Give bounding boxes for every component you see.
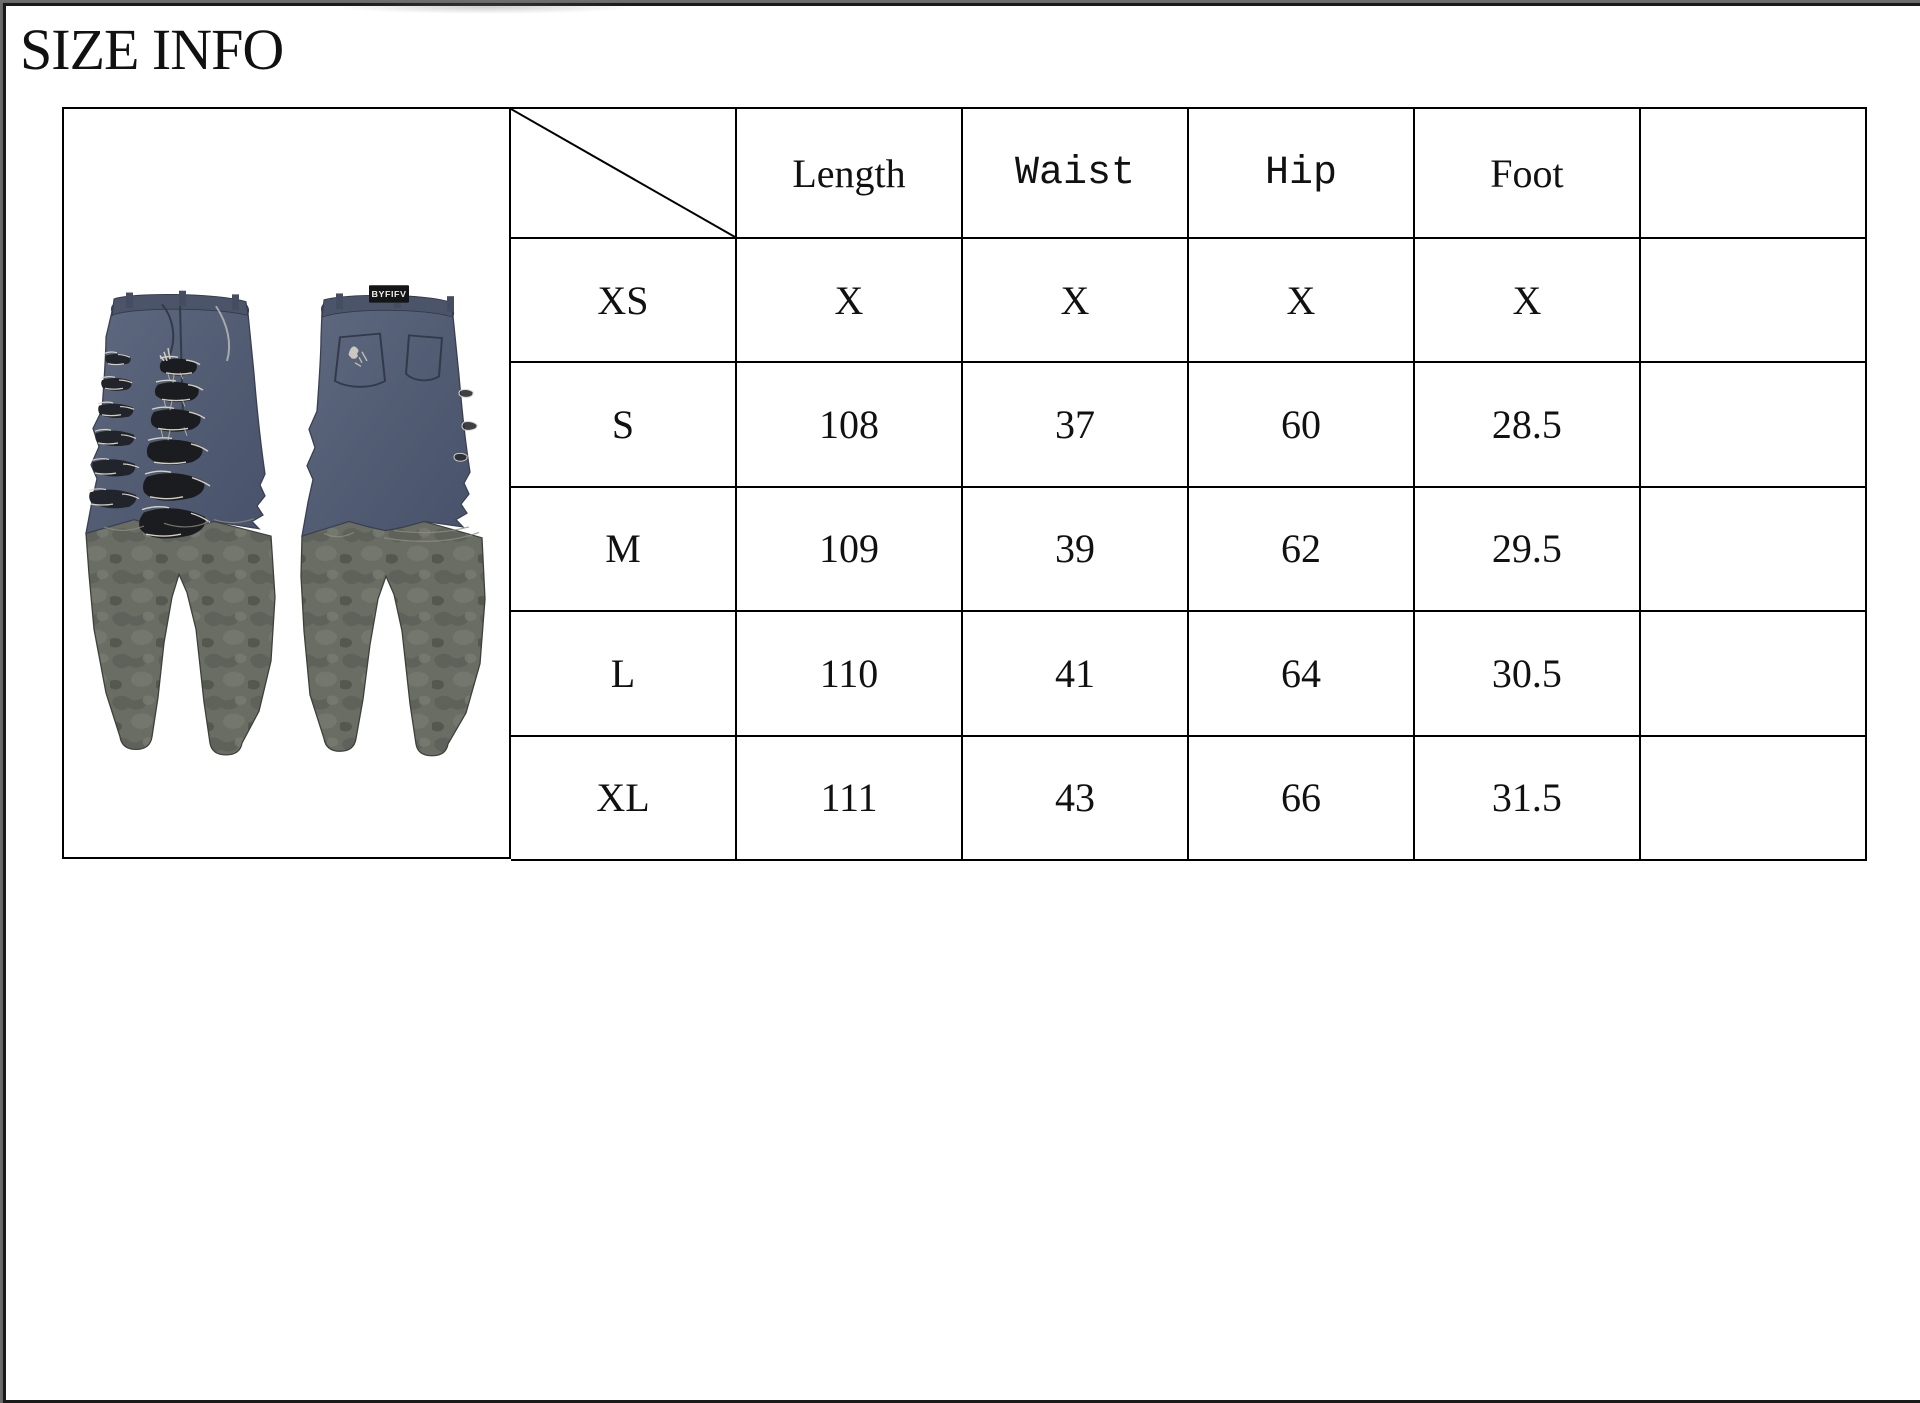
svg-text:BYFIFV: BYFIFV	[372, 289, 407, 299]
